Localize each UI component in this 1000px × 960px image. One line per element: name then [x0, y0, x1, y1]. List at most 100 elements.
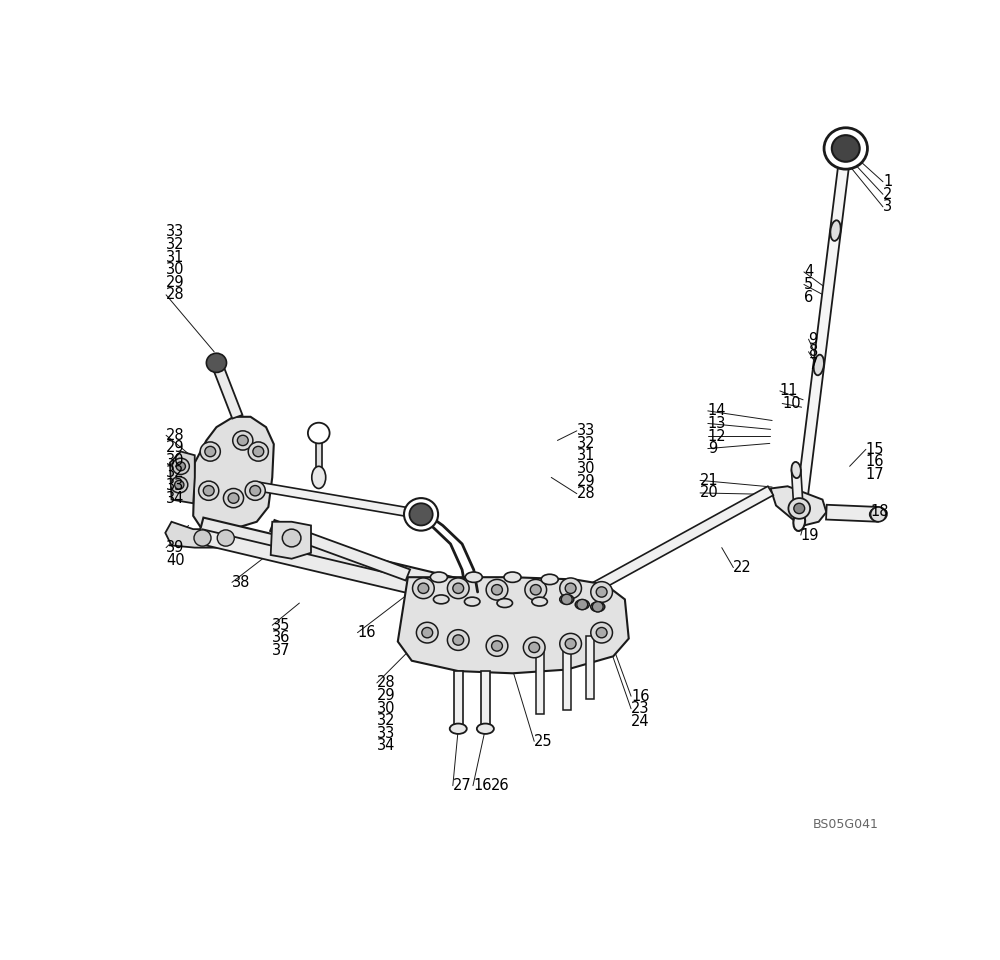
Circle shape: [194, 530, 211, 546]
Text: 30: 30: [166, 262, 185, 277]
Circle shape: [422, 628, 433, 637]
Text: 37: 37: [272, 643, 291, 658]
Ellipse shape: [450, 724, 467, 733]
Text: 34: 34: [377, 738, 395, 754]
Circle shape: [447, 578, 469, 599]
Text: 32: 32: [577, 436, 595, 451]
Text: 31: 31: [577, 448, 595, 464]
Circle shape: [453, 635, 464, 645]
Text: 5: 5: [804, 277, 813, 292]
Text: 30: 30: [166, 453, 185, 468]
Circle shape: [172, 458, 189, 474]
Circle shape: [596, 587, 607, 597]
Polygon shape: [398, 577, 629, 673]
Text: 8: 8: [809, 345, 818, 359]
Circle shape: [577, 599, 588, 610]
Text: 14: 14: [708, 403, 726, 419]
Circle shape: [308, 422, 330, 444]
Circle shape: [492, 585, 502, 595]
Text: 30: 30: [577, 461, 595, 476]
Ellipse shape: [433, 595, 449, 604]
Circle shape: [223, 489, 244, 508]
Circle shape: [416, 622, 438, 643]
Ellipse shape: [541, 574, 558, 585]
Ellipse shape: [791, 462, 801, 478]
Text: 24: 24: [631, 714, 650, 729]
Text: 21: 21: [700, 473, 719, 488]
Circle shape: [560, 634, 581, 654]
Text: 17: 17: [866, 467, 885, 482]
Ellipse shape: [814, 354, 824, 375]
Circle shape: [248, 442, 268, 461]
Circle shape: [171, 477, 188, 492]
Circle shape: [794, 503, 805, 514]
Circle shape: [525, 580, 547, 600]
Circle shape: [565, 638, 576, 649]
Circle shape: [205, 446, 216, 457]
Text: 12: 12: [708, 428, 726, 444]
Text: 22: 22: [733, 560, 752, 575]
Circle shape: [245, 481, 265, 500]
Polygon shape: [199, 529, 615, 641]
Circle shape: [486, 636, 508, 657]
Text: 23: 23: [631, 701, 650, 716]
Polygon shape: [193, 417, 274, 528]
Circle shape: [217, 530, 234, 546]
Circle shape: [206, 353, 227, 372]
Circle shape: [404, 498, 438, 531]
Text: 28: 28: [166, 428, 185, 443]
Polygon shape: [586, 636, 594, 699]
Circle shape: [203, 486, 214, 496]
Circle shape: [824, 128, 867, 169]
Text: 7: 7: [809, 357, 818, 372]
Text: 9: 9: [708, 441, 717, 456]
Polygon shape: [771, 487, 826, 525]
Text: 13: 13: [708, 416, 726, 431]
Text: 29: 29: [166, 275, 185, 290]
Circle shape: [228, 492, 239, 503]
Text: 16: 16: [473, 779, 491, 793]
Ellipse shape: [560, 594, 574, 604]
Text: 11: 11: [780, 383, 798, 398]
Text: 32: 32: [166, 237, 185, 252]
Text: 33: 33: [166, 225, 184, 239]
Polygon shape: [826, 505, 879, 521]
Polygon shape: [271, 522, 311, 559]
Circle shape: [175, 480, 184, 490]
Polygon shape: [794, 148, 851, 522]
Ellipse shape: [575, 600, 589, 610]
Text: 4: 4: [804, 264, 813, 279]
Text: 29: 29: [377, 688, 396, 703]
Text: 33: 33: [166, 478, 184, 493]
Ellipse shape: [465, 572, 482, 583]
Text: 38: 38: [232, 575, 250, 589]
Ellipse shape: [504, 572, 521, 583]
Text: 18: 18: [871, 504, 889, 519]
Text: 29: 29: [166, 441, 185, 455]
Ellipse shape: [830, 220, 841, 241]
Circle shape: [200, 442, 220, 461]
Polygon shape: [563, 644, 571, 710]
Circle shape: [529, 642, 540, 653]
Text: 33: 33: [577, 423, 595, 439]
Text: 20: 20: [700, 486, 719, 500]
Text: 10: 10: [782, 396, 801, 411]
Ellipse shape: [464, 597, 480, 606]
Circle shape: [253, 446, 264, 457]
Text: 28: 28: [166, 287, 185, 302]
Text: 26: 26: [491, 779, 509, 793]
Circle shape: [560, 578, 581, 599]
Polygon shape: [211, 361, 242, 419]
Circle shape: [199, 481, 219, 500]
Polygon shape: [199, 517, 616, 635]
Ellipse shape: [870, 508, 887, 521]
Text: 40: 40: [166, 553, 185, 567]
Polygon shape: [170, 451, 195, 503]
Polygon shape: [792, 469, 804, 522]
Ellipse shape: [532, 597, 547, 606]
Text: 16: 16: [631, 688, 650, 704]
Text: 1: 1: [883, 174, 892, 189]
Polygon shape: [510, 486, 773, 637]
Text: 28: 28: [377, 676, 396, 690]
Text: 16: 16: [358, 625, 376, 640]
